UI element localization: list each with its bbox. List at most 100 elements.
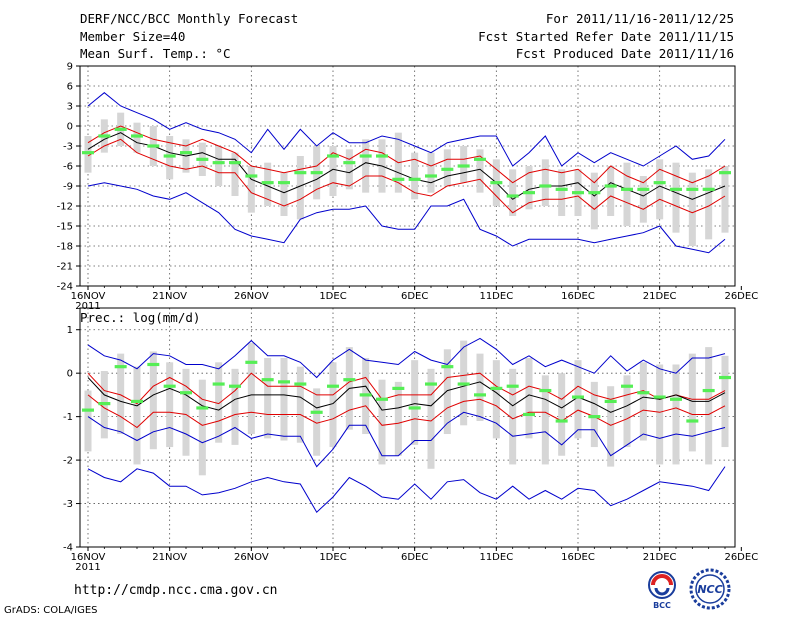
- variable-label: Mean Surf. Temp.: °C: [80, 46, 231, 61]
- y-tick-label: -24: [57, 282, 73, 293]
- spread-bar: [558, 373, 566, 456]
- spread-bar: [656, 159, 664, 220]
- spread-bar: [541, 159, 549, 206]
- spread-bar: [688, 353, 696, 452]
- ncc-logo-icon: NCC: [689, 568, 731, 610]
- spread-bar: [705, 347, 713, 465]
- spread-bar: [460, 146, 468, 183]
- y-tick-label: -2: [63, 456, 73, 467]
- plot-frame: [79, 307, 736, 548]
- spread-bar: [672, 162, 680, 233]
- x-tick-label: 26DEC: [724, 291, 758, 302]
- spread-bar: [541, 375, 549, 465]
- spread-bar: [607, 166, 615, 216]
- spread-bar: [182, 368, 190, 456]
- spread-bar: [590, 172, 598, 230]
- y-tick-label: 6: [67, 82, 73, 93]
- spread-bar: [378, 379, 386, 465]
- x-tick-label: 21DEC: [643, 291, 677, 302]
- spread-bar: [721, 355, 729, 448]
- spread-bar: [84, 390, 92, 452]
- y-tick-label: 9: [67, 62, 73, 73]
- spread-bar: [296, 366, 304, 443]
- spread-bar: [117, 353, 125, 435]
- spread-bar: [133, 122, 141, 153]
- spread-bar: [264, 357, 272, 439]
- spread-bar: [590, 381, 598, 448]
- y-tick-label: 0: [67, 122, 73, 133]
- spread-bar: [443, 349, 451, 435]
- member-size: Member Size=40: [80, 29, 186, 44]
- spread-bar: [329, 146, 337, 196]
- y-tick-label: -4: [63, 543, 73, 554]
- series-line-absmin: [87, 466, 726, 513]
- series-line-upper: [87, 125, 726, 184]
- series-line-mean: [87, 132, 726, 200]
- x-tick-label: 21NOV: [152, 291, 187, 302]
- y-tick-label: -12: [57, 202, 73, 213]
- spread-bar: [345, 149, 353, 190]
- y-tick-label: -21: [57, 262, 73, 273]
- series-line-upper: [87, 372, 726, 405]
- spread-bar: [231, 152, 239, 196]
- y-tick-label: -6: [63, 162, 73, 173]
- grads-credit: GrADS: COLA/IGES: [4, 605, 98, 616]
- spread-bar: [215, 146, 223, 186]
- spread-bar: [672, 364, 680, 465]
- y-tick-label: -18: [57, 242, 73, 253]
- spread-bar: [574, 360, 582, 439]
- spread-bar: [247, 342, 255, 435]
- spread-bar: [509, 169, 517, 216]
- y-tick-label: -15: [57, 222, 73, 233]
- spread-bar: [394, 381, 402, 456]
- forecast-started-date: Fcst Started Refer Date 2011/11/15: [478, 29, 734, 44]
- y-tick-label: -9: [63, 182, 73, 193]
- spread-bar: [149, 351, 157, 450]
- x-year-label: 2011: [75, 562, 100, 573]
- spread-bar: [443, 149, 451, 186]
- x-tick-label: 11DEC: [479, 291, 513, 302]
- series-line-min: [87, 411, 726, 468]
- spread-bar: [492, 360, 500, 439]
- spread-bar: [476, 149, 484, 193]
- spread-bar: [623, 375, 631, 448]
- ncc-logo-text: NCC: [697, 583, 722, 596]
- spread-bar: [198, 379, 206, 476]
- x-tick-label: 26NOV: [234, 291, 269, 302]
- spread-bar: [231, 368, 239, 445]
- spread-bar: [280, 357, 288, 441]
- spread-bar: [411, 152, 419, 200]
- spread-bar: [411, 360, 419, 445]
- series-line-mean: [87, 377, 726, 413]
- spread-bar: [705, 169, 713, 240]
- spread-bar: [476, 353, 484, 421]
- y-tick-label: -3: [63, 499, 73, 510]
- y-tick-label: 1: [67, 325, 73, 336]
- spread-bar: [525, 166, 533, 210]
- spread-bar: [133, 366, 141, 465]
- spread-bar: [688, 172, 696, 246]
- spread-bar: [427, 368, 435, 469]
- spread-bar: [558, 169, 566, 216]
- y-tick-label: 0: [67, 369, 73, 380]
- bcc-logo-text: BCC: [653, 601, 671, 610]
- x-tick-label: 11DEC: [479, 552, 513, 563]
- spread-bar: [607, 386, 615, 467]
- spread-bar: [166, 362, 174, 448]
- series-line-max: [87, 337, 726, 379]
- x-tick-label: 16DEC: [561, 291, 595, 302]
- spread-bar: [296, 156, 304, 220]
- x-tick-label: 16NOV: [71, 291, 106, 302]
- source-url[interactable]: http://cmdp.ncc.cma.gov.cn: [74, 583, 278, 598]
- x-tick-label: 6DEC: [401, 552, 428, 563]
- spread-bar: [362, 139, 370, 193]
- x-tick-label: 16DEC: [561, 552, 595, 563]
- spread-bar: [721, 166, 729, 233]
- spread-bar: [264, 162, 272, 206]
- x-tick-label: 1DEC: [319, 552, 346, 563]
- spread-bar: [84, 136, 92, 173]
- series-line-lower: [87, 138, 726, 214]
- x-year-label: 2011: [75, 301, 100, 312]
